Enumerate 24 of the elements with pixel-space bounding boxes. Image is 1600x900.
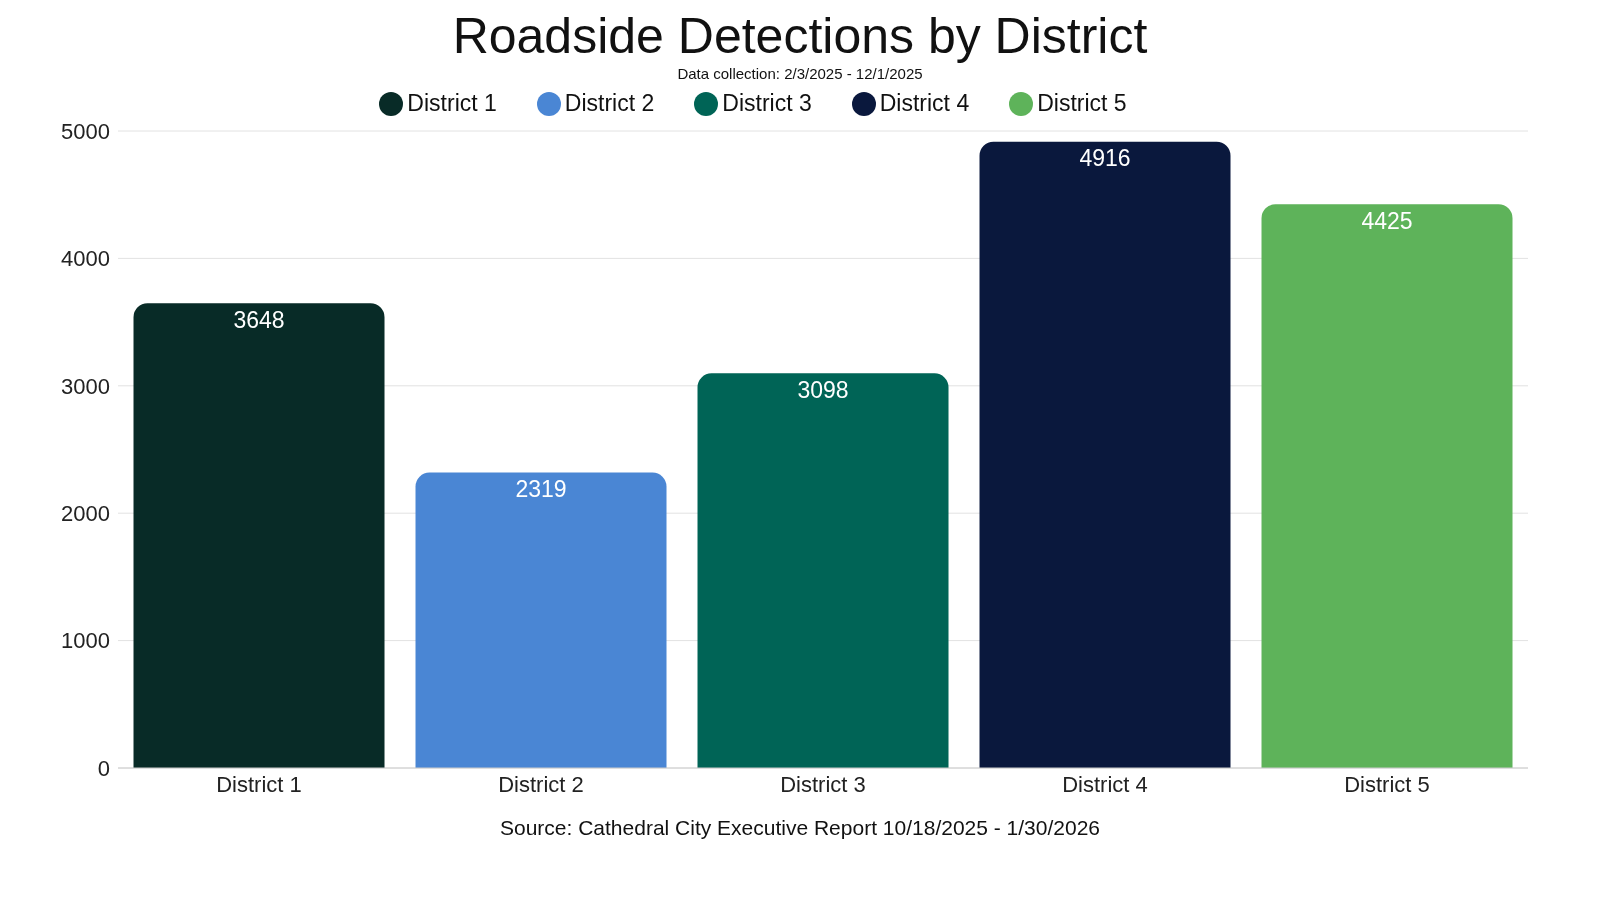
- data-label: 3648: [233, 306, 285, 333]
- y-tick-label: 2000: [61, 500, 110, 526]
- x-tick-label: District 4: [1062, 771, 1148, 797]
- chart-title: Roadside Detections by District: [451, 8, 1149, 64]
- y-tick-label: 0: [97, 755, 110, 781]
- x-tick-label: District 3: [780, 771, 866, 797]
- x-tick-label: District 1: [216, 771, 302, 797]
- source-note: Source: Cathedral City Executive Report 10/18/2025 - 1/30/2026: [499, 815, 1101, 840]
- legend-label: District 4: [879, 89, 970, 116]
- legend-label: District 5: [1037, 89, 1127, 116]
- legend-label: District 1: [407, 89, 497, 116]
- y-tick-label: 4000: [61, 245, 110, 271]
- legend-label: District 2: [564, 89, 655, 116]
- x-tick-label: District 5: [1344, 771, 1430, 797]
- y-tick-label: 3000: [61, 373, 110, 399]
- legend-label: District 3: [722, 89, 812, 116]
- y-tick-label: 5000: [61, 118, 110, 144]
- data-label: 2319: [515, 475, 567, 502]
- data-label: 4916: [1079, 144, 1131, 171]
- y-tick-label: 1000: [61, 627, 110, 653]
- chart-subtitle: Data collection: 2/3/2025 - 12/1/2025: [676, 64, 924, 82]
- data-label: 3098: [797, 376, 849, 403]
- x-tick-label: District 2: [498, 771, 584, 797]
- data-label: 4425: [1361, 207, 1413, 234]
